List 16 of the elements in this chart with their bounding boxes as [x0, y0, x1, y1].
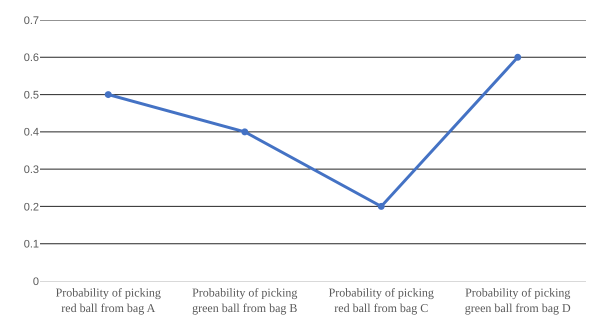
y-tick-label: 0.4 — [24, 126, 39, 139]
y-tick-label: 0.5 — [24, 89, 39, 102]
y-tick-label: 0 — [32, 276, 39, 288]
point — [104, 91, 112, 98]
x-tick-label: Probability of picking green ball from bag B — [192, 285, 298, 315]
point — [514, 54, 522, 61]
y-tick-label: 0.3 — [24, 164, 39, 176]
x-tick-label: Probability of picking red ball from bag A — [56, 285, 161, 315]
y-tick-label: 0.2 — [24, 201, 39, 214]
point — [241, 128, 248, 136]
x-tick-label: Probability of picking green ball from bag D — [464, 285, 572, 315]
x-tick-label: Probability of picking red ball from bag C — [328, 285, 434, 315]
y-tick-label: 0.6 — [24, 52, 39, 64]
point — [378, 202, 385, 210]
y-tick-label: 0.1 — [24, 238, 39, 251]
y-tick-label: 0.7 — [24, 14, 39, 27]
